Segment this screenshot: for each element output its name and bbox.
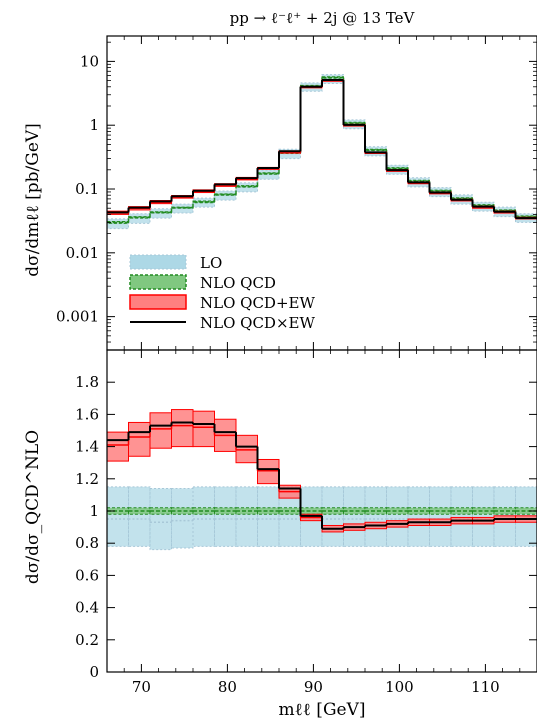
legend-item-nlo-qcd-plus-ew: NLO QCD+EW (130, 294, 315, 312)
ratio-y-axis-label: dσ/dσ_QCD^NLO (23, 430, 43, 584)
upper-y-axis-label: dσ/dmℓℓ [pb/GeV] (23, 123, 43, 277)
band-bin (365, 487, 387, 547)
y-tick-label: 0.2 (75, 631, 99, 649)
band-bin (387, 487, 409, 547)
legend-item-nlo-qcd-times-ew: NLO QCD×EW (130, 314, 315, 332)
ratio-panel: 0 0.2 0.4 0.6 0.8 1 1.2 1.4 1.6 1.8 70 80 90 100 110 (75, 350, 537, 696)
y-tick-label: 1 (89, 502, 99, 520)
y-tick-label: 0.001 (56, 308, 99, 326)
band-bin (430, 487, 452, 547)
band-bin (193, 411, 215, 446)
series-nlo-qcd (107, 508, 537, 514)
x-tick-label: 100 (385, 678, 414, 696)
legend-label-nlo-qcd-plus-ew: NLO QCD+EW (200, 294, 315, 312)
legend: LO NLO QCD NLO QCD+EW NLO QCD×EW (130, 254, 315, 332)
band-bin (473, 487, 495, 547)
y-tick-label: 0.1 (75, 180, 99, 198)
x-tick-label: 90 (304, 678, 323, 696)
plot-area (107, 410, 537, 550)
band-bin (236, 435, 258, 462)
band-bin (107, 487, 129, 547)
x-tick-label: 110 (471, 678, 500, 696)
band-bin (344, 487, 366, 547)
y-tick-label: 1.8 (75, 373, 99, 391)
x-tick-label: 80 (218, 678, 237, 696)
band-bin (150, 488, 172, 549)
band-bin (322, 487, 344, 547)
y-tick-label: 0.4 (75, 599, 99, 617)
y-tick-label: 1 (89, 116, 99, 134)
legend-swatch-lo (130, 255, 186, 269)
y-tick-label: 10 (80, 52, 99, 70)
band-bin (408, 487, 430, 547)
y-tick-label: 1.6 (75, 405, 99, 423)
band-bin (172, 410, 194, 447)
band-bin (193, 487, 215, 547)
y-tick-label: 1.4 (75, 438, 99, 456)
legend-swatch-nlo-qcd-plus-ew (130, 295, 186, 309)
legend-swatch-nlo-qcd (130, 275, 186, 289)
band-bin (129, 422, 151, 456)
band-bin (258, 487, 280, 547)
band-bin (365, 147, 387, 156)
y-tick-label: 0 (89, 663, 99, 681)
x-axis-label: mℓℓ [GeV] (279, 700, 366, 720)
chart-title: pp → ℓ⁻ℓ⁺ + 2j @ 13 TeV (230, 9, 416, 27)
y-tick-label: 1.2 (75, 470, 99, 488)
legend-label-nlo-qcd-times-ew: NLO QCD×EW (200, 314, 315, 332)
band-bin (215, 487, 237, 547)
legend-item-lo: LO (130, 254, 222, 272)
band-bin (150, 413, 172, 448)
band-bin (258, 459, 280, 483)
y-tick-label: 0.6 (75, 566, 99, 584)
band-bin (129, 487, 151, 547)
legend-label-nlo-qcd: NLO QCD (200, 274, 276, 292)
y-tick-label: 0.8 (75, 534, 99, 552)
band-bin (236, 487, 258, 547)
band-bin (451, 487, 473, 547)
legend-label-lo: LO (200, 254, 222, 272)
x-tick-label: 70 (132, 678, 151, 696)
band-bin (172, 488, 194, 548)
y-tick-label: 0.01 (66, 244, 99, 262)
plot-area (107, 75, 537, 229)
legend-item-nlo-qcd: NLO QCD (130, 274, 276, 292)
